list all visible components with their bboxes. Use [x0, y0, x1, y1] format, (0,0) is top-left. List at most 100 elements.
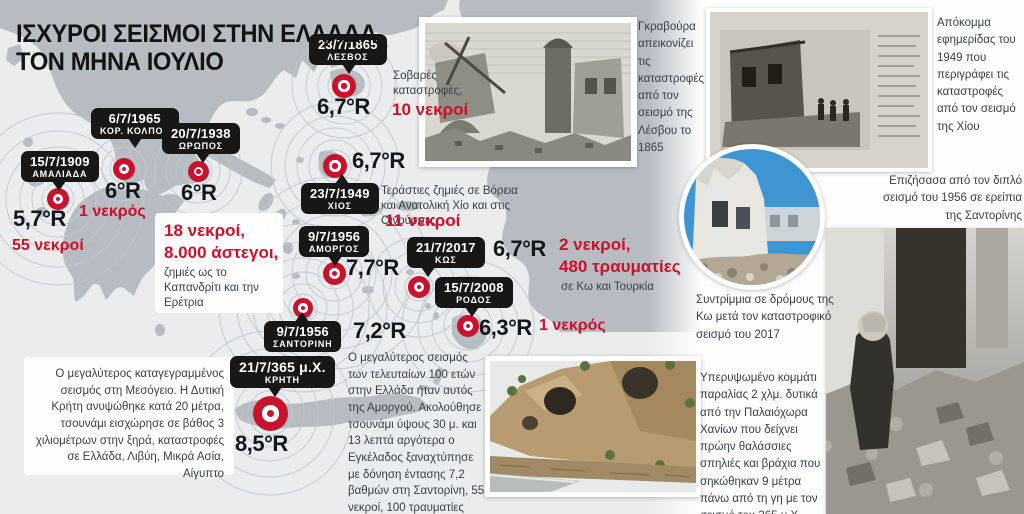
magnitude-korinthiakos: 6°R — [105, 178, 141, 203]
newspaper-caption: Απόκομμα εφημερίδας του 1949 που περιγρά… — [937, 17, 1016, 133]
magnitude-rodos: 6,3°R — [479, 315, 532, 340]
quake-date: 9/7/1956 — [308, 229, 361, 244]
pointer-icon — [328, 256, 343, 267]
pointer-icon — [420, 267, 435, 278]
casualties-kos: 2 νεκροί, 480 τραυματίες — [559, 234, 681, 278]
magnitude-santorini: 7,2°R — [353, 318, 406, 343]
magnitude-lesvos: 6,7°R — [317, 94, 370, 119]
crete-365-paragraph: Ο μεγαλύτερος καταγεγραμμένος σεισμός στ… — [35, 368, 224, 481]
quake-place: ΩΡΩΠΟΣ — [178, 140, 223, 151]
magnitude-crete: 8,5°R — [235, 431, 288, 456]
quake-date: 20/7/1938 — [171, 126, 231, 141]
dot-ring — [329, 268, 340, 279]
dot-ring — [413, 281, 425, 293]
casualties-chios: 11 νεκροί — [385, 211, 461, 230]
casualties-lesvos: 10 νεκροί — [392, 100, 469, 119]
epicenter-dot-rodos — [457, 315, 479, 337]
damage-note-lesvos: Σοβαρές καταστροφές, — [393, 70, 463, 97]
damage-note-oropos: ζημιές ως το Καπανδρίτι και την Ερέτρια — [164, 267, 259, 309]
magnitude-amaliada: 5,7°R — [13, 206, 66, 231]
quake-place: ΚΡΗΤΗ — [264, 374, 300, 385]
dot-core — [465, 323, 471, 329]
quake-label-santorini: 9/7/1956 ΣΑΝΤΟΡΙΝΗ — [264, 312, 342, 353]
quake-label-amorgos: 9/7/1956 ΑΜΟΡΓΟΣ — [299, 226, 370, 267]
casualties-line-1: 2 νεκροί, — [559, 235, 631, 254]
santorini-survivor-caption: Επιζήσασα από τον διπλό σεισμό του 1956 … — [882, 175, 1022, 222]
casualties-amaliada: 55 νεκροί — [12, 237, 84, 254]
dot-core — [266, 409, 275, 418]
dot-ring — [329, 160, 341, 172]
quake-place: ΧΙΟΣ — [327, 200, 352, 211]
pointer-icon — [267, 387, 282, 398]
crete-paragraph-box — [24, 357, 234, 475]
newspaper-clipping-photo — [706, 8, 932, 172]
quake-place: ΣΑΝΤΟΡΙΝΗ — [273, 338, 333, 349]
casualties-line-2: 8.000 άστεγοι, — [164, 243, 279, 263]
quake-date: 21/7/365 μ.Χ. — [239, 359, 326, 375]
dot-ring — [52, 193, 64, 205]
casualties-korinthiakos: 1 νεκρός — [79, 203, 146, 220]
pointer-icon — [464, 307, 479, 318]
engraving-art — [425, 23, 631, 161]
quake-place: ΚΩΣ — [435, 254, 457, 265]
title-line-1: ΙΣΧΥΡΟΙ ΣΕΙΣΜΟΙ ΣΤΗΝ ΕΛΛΑΔΑ — [16, 20, 377, 48]
magnitude-amorgos: 7,7°R — [346, 255, 399, 280]
casualties-line-2: 480 τραυματίες — [559, 257, 681, 277]
damage-note-kos: σε Κω και Τουρκία — [561, 281, 654, 293]
quake-date: 6/7/1965 — [108, 111, 161, 126]
palaiochora-beach-photo — [485, 356, 701, 497]
epicenter-dot-amaliada — [47, 188, 69, 210]
title-line-2: ΤΟΝ ΜΗΝΑ ΙΟΥΛΙΟ — [16, 48, 224, 76]
casualties-rodos: 1 νεκρός — [539, 317, 606, 334]
palaiochora-photo-art — [490, 361, 696, 492]
amorgos-1956-paragraph: Ο μεγαλύτερος σεισμός των τελευταίων 100… — [348, 352, 485, 514]
quake-date: 23/7/1949 — [310, 186, 370, 201]
quake-date: 9/7/1956 — [276, 324, 329, 339]
quake-place: ΑΜΑΛΙΑΔΑ — [32, 168, 88, 179]
oropos-casualties-box — [155, 213, 283, 313]
dot-core — [341, 83, 347, 89]
magnitude-kos: 6,7°R — [493, 236, 546, 261]
quake-label-kos: 21/7/2017 ΚΩΣ — [407, 237, 485, 278]
quake-place: ΑΜΟΡΓΟΣ — [308, 243, 360, 254]
quake-place: ΡΟΔΟΣ — [456, 294, 492, 305]
survivor-photo-art — [826, 228, 1024, 514]
pointer-icon — [127, 138, 142, 149]
epicenter-dot-korinthiakos — [113, 158, 135, 180]
santorini-survivor-photo — [826, 228, 1024, 514]
kos-damage-photo — [679, 144, 825, 290]
pointer-icon — [341, 64, 356, 75]
kos-photo-art — [684, 149, 820, 285]
magnitude-chios: 6,7°R — [352, 148, 405, 173]
damage-note-chios: Τεράστιες ζημιές σε Βόρεια και Ανατολική… — [381, 185, 518, 227]
quake-label-crete: 21/7/365 μ.Χ. ΚΡΗΤΗ — [230, 356, 335, 398]
pointer-icon — [335, 174, 350, 184]
kos-debris-caption: Συντρίμμια σε δρόμους της Κω μετά τον κα… — [696, 294, 834, 341]
pointer-icon — [52, 181, 67, 192]
page-title: ΙΣΧΥΡΟΙ ΣΕΙΣΜΟΙ ΣΤΗΝ ΕΛΛΑΔΑ ΤΟΝ ΜΗΝΑ ΙΟΥ… — [16, 20, 377, 76]
pointer-icon — [294, 312, 309, 322]
quake-place: ΚΟΡ. ΚΟΛΠΟΣ — [100, 125, 170, 136]
quake-date: 21/7/2017 — [416, 240, 476, 255]
dot-core — [332, 163, 338, 169]
quake-label-rodos: 15/7/2008 ΡΟΔΟΣ — [435, 277, 513, 318]
quake-label-lesvos: 23/7/1865 ΛΕΣΒΟΣ — [309, 34, 387, 75]
dot-ring — [262, 405, 279, 422]
quake-date: 23/7/1865 — [318, 37, 378, 52]
dot-ring — [118, 163, 130, 175]
quake-label-oropos: 20/7/1938 ΩΡΩΠΟΣ — [162, 123, 240, 164]
dot-core — [416, 284, 422, 290]
dot-core — [332, 271, 337, 276]
dot-core — [300, 305, 306, 311]
epicenter-dot-lesvos — [332, 74, 356, 98]
dot-ring — [193, 166, 204, 177]
quake-place: ΛΕΣΒΟΣ — [327, 51, 369, 62]
epicenter-dot-crete — [253, 396, 288, 431]
engraving-caption: Γκραβούρα απεικονίζει τις καταστροφές απ… — [638, 21, 704, 154]
dot-core — [121, 166, 127, 172]
epicenter-dot-kos — [408, 276, 430, 298]
dot-core — [196, 169, 201, 174]
lesvos-engraving-photo — [419, 17, 637, 167]
quake-date: 15/7/1909 — [30, 154, 90, 169]
